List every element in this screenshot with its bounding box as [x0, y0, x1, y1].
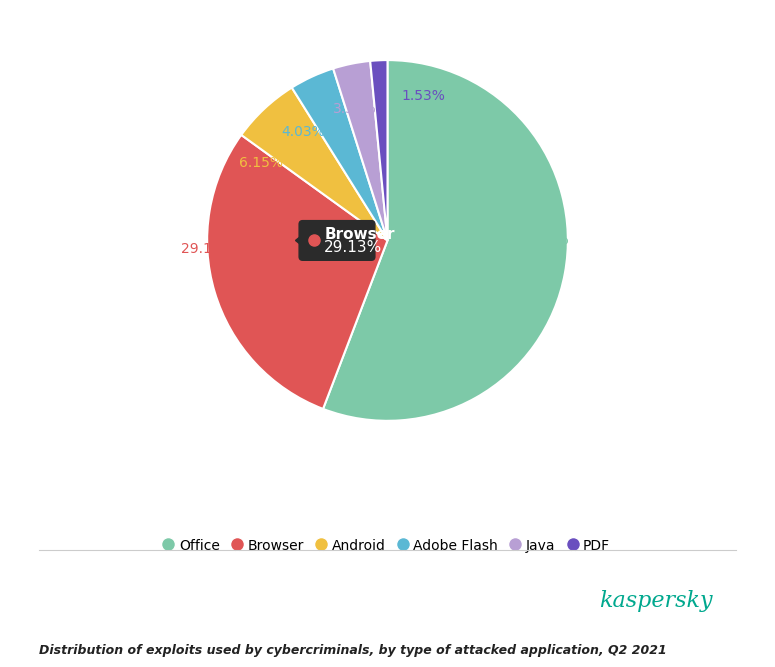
Text: 4.03%: 4.03% — [281, 125, 325, 139]
Text: 6.15%: 6.15% — [239, 156, 283, 170]
Polygon shape — [295, 233, 305, 247]
FancyBboxPatch shape — [299, 221, 375, 260]
Text: Distribution of exploits used by cybercriminals, by type of attacked application: Distribution of exploits used by cybercr… — [39, 644, 666, 656]
Text: Browser: Browser — [325, 227, 395, 242]
Text: 55.81%: 55.81% — [518, 233, 570, 247]
Text: 3.34%: 3.34% — [333, 102, 377, 116]
Text: 1.53%: 1.53% — [401, 89, 446, 103]
Wedge shape — [241, 87, 388, 241]
Wedge shape — [333, 61, 388, 241]
Text: 29.13%: 29.13% — [181, 243, 234, 257]
Wedge shape — [292, 69, 388, 241]
Legend: Office, Browser, Android, Adobe Flash, Java, PDF: Office, Browser, Android, Adobe Flash, J… — [160, 533, 615, 558]
Wedge shape — [207, 135, 388, 409]
Text: kaspersky: kaspersky — [599, 590, 713, 612]
Text: 29.13%: 29.13% — [325, 240, 383, 255]
Wedge shape — [370, 60, 388, 241]
Wedge shape — [323, 60, 568, 421]
